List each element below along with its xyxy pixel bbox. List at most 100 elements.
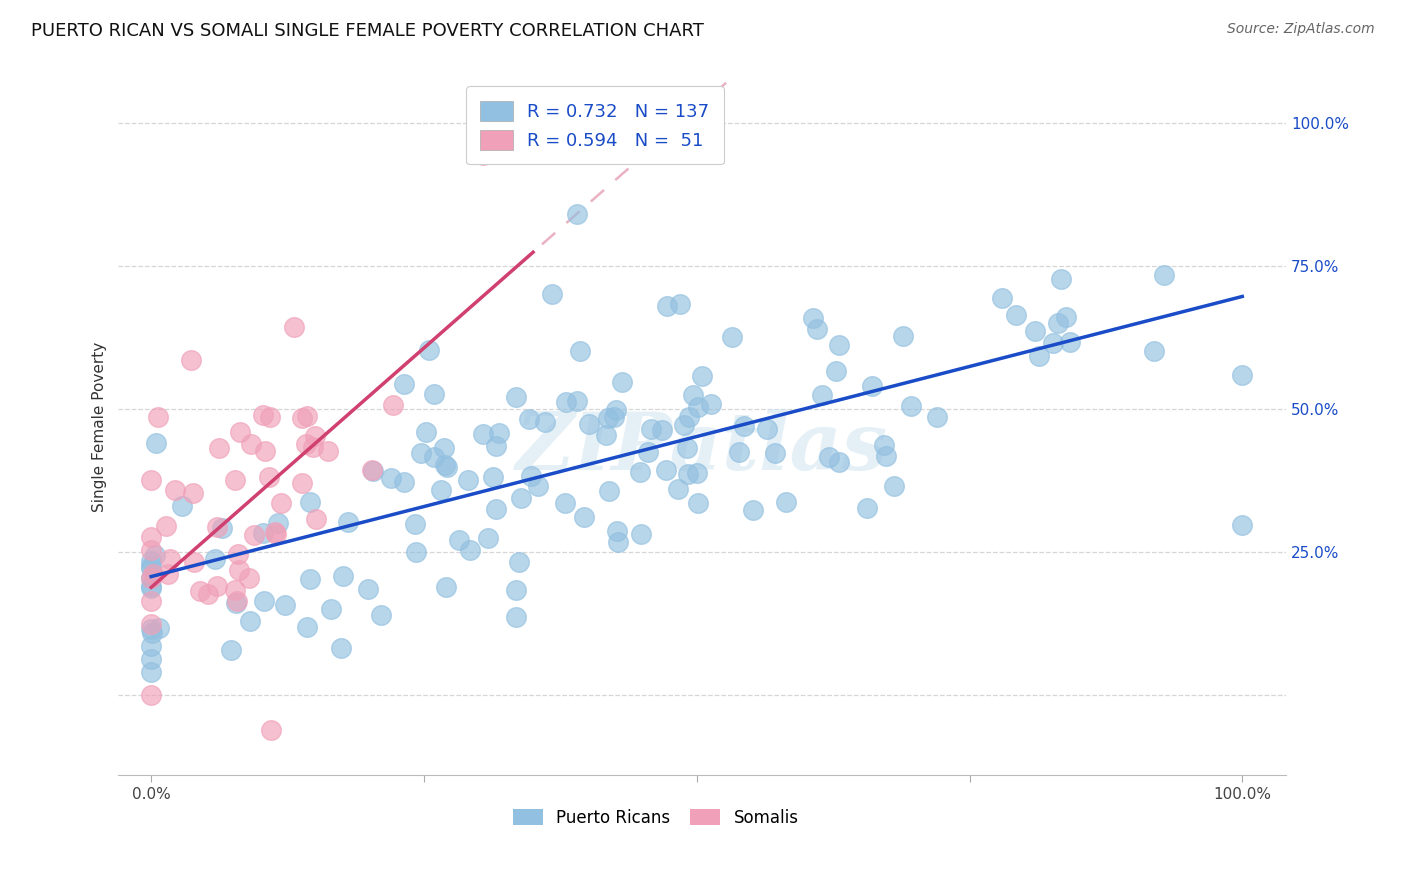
Point	[360, 463, 382, 477]
Point	[332, 569, 354, 583]
Point	[411, 446, 433, 460]
Point	[433, 441, 456, 455]
Point	[872, 438, 894, 452]
Point	[666, 482, 689, 496]
Point	[415, 425, 437, 439]
Point	[159, 551, 181, 566]
Point	[883, 479, 905, 493]
Point	[143, 548, 166, 562]
Point	[825, 364, 848, 378]
Point	[316, 444, 339, 458]
Point	[141, 571, 163, 585]
Point	[225, 596, 247, 610]
Point	[505, 390, 527, 404]
Point	[655, 463, 678, 477]
Point	[520, 468, 543, 483]
Point	[156, 567, 179, 582]
Point	[357, 582, 380, 596]
Point	[686, 400, 709, 414]
Point	[141, 579, 163, 593]
Point	[404, 516, 426, 531]
Point	[141, 814, 163, 828]
Point	[603, 410, 626, 425]
Point	[1042, 336, 1064, 351]
Point	[572, 510, 595, 524]
Point	[141, 543, 163, 558]
Point	[1232, 368, 1254, 382]
Point	[382, 398, 405, 412]
Point	[264, 524, 287, 539]
Point	[1005, 308, 1028, 322]
Point	[188, 584, 211, 599]
Text: PUERTO RICAN VS SOMALI SINGLE FEMALE POVERTY CORRELATION CHART: PUERTO RICAN VS SOMALI SINGLE FEMALE POV…	[31, 22, 704, 40]
Point	[141, 554, 163, 568]
Point	[505, 610, 527, 624]
Point	[458, 543, 481, 558]
Point	[801, 310, 824, 325]
Point	[565, 207, 588, 221]
Point	[423, 387, 446, 401]
Text: ZIPatlas: ZIPatlas	[516, 409, 889, 486]
Point	[1059, 334, 1081, 349]
Point	[991, 291, 1014, 305]
Point	[228, 563, 250, 577]
Point	[337, 515, 360, 529]
Point	[302, 440, 325, 454]
Point	[688, 496, 710, 510]
Point	[1050, 272, 1073, 286]
Point	[290, 475, 312, 490]
Point	[811, 387, 834, 401]
Point	[900, 399, 922, 413]
Point	[141, 530, 163, 544]
Point	[610, 375, 633, 389]
Point	[692, 368, 714, 383]
Point	[141, 625, 163, 640]
Point	[163, 483, 186, 497]
Point	[508, 555, 530, 569]
Point	[243, 528, 266, 542]
Point	[252, 526, 274, 541]
Point	[405, 544, 427, 558]
Point	[1024, 324, 1046, 338]
Point	[141, 665, 163, 679]
Point	[299, 572, 322, 586]
Point	[676, 467, 699, 482]
Point	[141, 567, 163, 582]
Point	[141, 622, 163, 636]
Point	[628, 465, 651, 479]
Point	[238, 570, 260, 584]
Point	[260, 723, 283, 737]
Point	[267, 516, 290, 531]
Point	[485, 440, 508, 454]
Point	[505, 582, 527, 597]
Point	[436, 460, 458, 475]
Legend: Puerto Ricans, Somalis: Puerto Ricans, Somalis	[506, 802, 806, 833]
Point	[606, 524, 628, 538]
Point	[291, 411, 314, 425]
Point	[509, 491, 531, 505]
Point	[370, 608, 392, 623]
Point	[304, 512, 326, 526]
Point	[482, 470, 505, 484]
Point	[141, 594, 163, 608]
Point	[891, 329, 914, 343]
Point	[449, 533, 471, 548]
Point	[856, 501, 879, 516]
Point	[485, 501, 508, 516]
Point	[651, 423, 673, 437]
Point	[361, 465, 384, 479]
Point	[775, 495, 797, 509]
Point	[205, 520, 228, 534]
Point	[1046, 316, 1069, 330]
Point	[598, 411, 620, 425]
Point	[141, 688, 163, 702]
Point	[742, 503, 765, 517]
Point	[472, 148, 495, 162]
Point	[423, 450, 446, 464]
Point	[380, 471, 402, 485]
Point	[224, 583, 246, 598]
Point	[155, 519, 177, 533]
Point	[270, 496, 292, 510]
Point	[598, 483, 620, 498]
Point	[259, 410, 281, 425]
